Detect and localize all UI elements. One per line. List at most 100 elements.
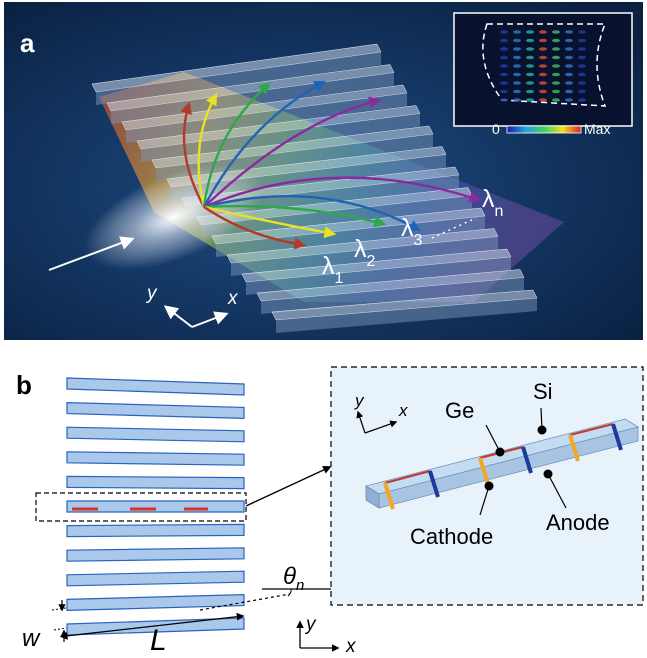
stack-waveguide (66, 475, 245, 490)
inset-field-dot (565, 38, 573, 43)
label-si: Si (533, 379, 553, 404)
waveguide-bar (256, 269, 525, 314)
inset-field-dot (565, 64, 573, 68)
cathode-electrodes (383, 434, 580, 510)
inset-field-dot (513, 55, 521, 60)
inset-field-dot (552, 89, 560, 94)
inset-field-dot (500, 55, 508, 60)
panel-b-axes (296, 620, 340, 652)
inset-field-dot (513, 72, 521, 77)
inset-field-dot (539, 98, 547, 102)
stack-waveguide (66, 570, 245, 587)
inset-field-dot (526, 30, 534, 34)
lambda-n-label: λn (482, 185, 503, 220)
inset-field-dot (500, 64, 508, 68)
inset-field-dot (578, 38, 586, 43)
inset-dashed-region (482, 23, 607, 107)
angle-arc (287, 588, 292, 597)
panel-b-axis-y: y (304, 614, 317, 635)
inset-field-dot (500, 72, 508, 77)
inset-field-dot (578, 64, 586, 68)
inset-field-dot (552, 55, 560, 60)
label-cathode: Cathode (410, 524, 493, 549)
inset-field-dot (500, 38, 508, 43)
lambda-2-label: λ2 (354, 235, 376, 270)
waveguide-bar (241, 248, 512, 295)
lambda-ellipsis (431, 217, 477, 239)
inset-field-dot (513, 64, 521, 68)
inset-field-dot (552, 30, 560, 34)
label-anode: Anode (546, 510, 610, 535)
inset-field-dot (578, 30, 586, 34)
callout-dots (484, 425, 553, 491)
arrow-red-down (203, 206, 307, 250)
panel-b-illustration: b L w θn y x y x (16, 366, 644, 657)
arrow-green-up (202, 82, 271, 208)
inset-field-dot (578, 98, 586, 102)
panel-b-label: b (16, 370, 32, 400)
inset-field-dot (565, 72, 573, 77)
inset-field-dot (526, 98, 534, 102)
stack-waveguide (66, 451, 245, 466)
inset-axis-y: y (354, 391, 365, 410)
inset-field-dot (513, 38, 521, 43)
arrow-yellow-down (203, 205, 337, 239)
inset-field-dot (500, 47, 508, 51)
width-tick-bottom (53, 627, 67, 631)
inset-field-dot (513, 30, 521, 34)
arrow-blue-down (203, 194, 422, 232)
zoom-arrow (245, 466, 332, 507)
input-light-arrow (48, 236, 135, 271)
panel-a-label: a (20, 28, 35, 58)
length-dimension (59, 612, 245, 640)
waveguide-bar (136, 105, 421, 162)
inset-field-dot (500, 98, 508, 102)
stack-waveguide (66, 401, 245, 420)
waveguide-stack (66, 377, 245, 636)
width-label: w (22, 625, 41, 652)
inset-field-dot (539, 38, 547, 43)
length-label: L (150, 624, 167, 657)
inset-field-dot (552, 47, 560, 51)
inset-field-dot (552, 72, 560, 77)
stack-waveguide (66, 547, 245, 562)
inset-field-dot (578, 72, 586, 77)
inset-field-dot (578, 47, 586, 51)
inset-field-dot (539, 81, 547, 85)
stack-waveguide (66, 593, 245, 612)
inset-field-dot (526, 55, 534, 60)
inset-field-dot (578, 89, 586, 94)
inset-field-dot (565, 55, 573, 60)
waveguide-bar (121, 84, 408, 143)
label-ge: Ge (445, 398, 474, 423)
panel-a-axis-y: y (145, 283, 158, 304)
inset-field-dot (539, 30, 547, 34)
angle-label: θn (283, 563, 304, 594)
inset-field-dot (513, 81, 521, 85)
arrow-purple-up (203, 96, 382, 208)
inset-colorbar (506, 125, 582, 134)
inset-field-dot (565, 47, 573, 51)
stack-waveguide (66, 377, 245, 396)
inset-field-dot (565, 30, 573, 34)
inset-field-dot (513, 89, 521, 94)
arrow-red-up (180, 101, 206, 208)
inset-field-dot (552, 64, 560, 68)
width-tick-top (51, 607, 67, 611)
field-inset: 0 Max (453, 12, 633, 137)
inset-field-dot (539, 64, 547, 68)
inset-field-dot (539, 72, 547, 77)
lambda-1-label: λ1 (322, 252, 344, 287)
inset-colorbar-min: 0 (492, 121, 500, 137)
inset-field-dot (500, 81, 508, 85)
inset-field-dot (513, 47, 521, 51)
panel-b-axis-x: x (345, 636, 357, 657)
inset-field-dot (513, 98, 521, 102)
inset-axis-x: x (398, 401, 408, 420)
inset-field-dot (552, 98, 560, 102)
inset-colorbar-max: Max (584, 121, 610, 137)
panel-a-axis-x: x (227, 288, 239, 309)
inset-field-dot (526, 64, 534, 68)
inset-field-dot (578, 55, 586, 60)
inset-field-dot (565, 81, 573, 85)
